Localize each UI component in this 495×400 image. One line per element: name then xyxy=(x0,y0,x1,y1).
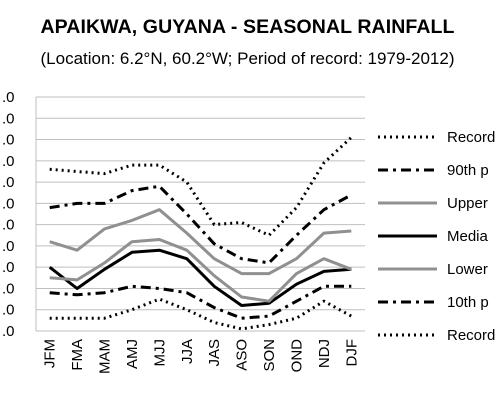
x-tick-label: SON xyxy=(261,339,278,372)
y-tick-label: .0 xyxy=(2,238,15,255)
x-tick-label: JAS xyxy=(206,339,223,367)
x-tick-label: ASO xyxy=(234,339,251,371)
x-tick-label: DJF xyxy=(343,339,360,367)
legend-label: 90th p xyxy=(447,162,489,179)
legend-label: 10th p xyxy=(447,294,489,311)
legend-label: Lower xyxy=(447,261,488,278)
x-tick-label: JFM xyxy=(42,339,59,368)
x-tick-label: JJA xyxy=(179,339,196,364)
y-axis-ticks: .0 .0 .0 .0 .0 .0 .0 .0 .0 .0 .0 .0 xyxy=(2,89,15,340)
y-tick-label: .0 xyxy=(2,195,15,212)
y-tick-label: .0 xyxy=(2,217,15,234)
series-line xyxy=(49,284,352,320)
series-line xyxy=(49,208,352,276)
series-line xyxy=(49,238,352,303)
series-line xyxy=(49,297,353,331)
series-line xyxy=(48,248,352,307)
x-tick-label: NDJ xyxy=(316,339,333,368)
y-tick-label: .0 xyxy=(2,153,15,170)
legend-label: Record xyxy=(447,327,495,344)
x-tick-label: FMA xyxy=(69,339,86,371)
chart-title: APAIKWA, GUYANA - SEASONAL RAINFALL xyxy=(40,16,455,38)
y-tick-label: .0 xyxy=(2,110,15,127)
series-line xyxy=(49,136,353,237)
y-tick-label: .0 xyxy=(2,280,15,297)
x-tick-label: AMJ xyxy=(124,339,141,369)
y-tick-label: .0 xyxy=(2,302,15,319)
legend-label: Record xyxy=(447,129,495,146)
y-tick-label: .0 xyxy=(2,132,15,149)
x-tick-label: MAM xyxy=(97,339,114,374)
gridlines xyxy=(35,96,365,332)
series-lines xyxy=(48,136,353,331)
y-tick-label: .0 xyxy=(2,259,15,276)
y-tick-label: .0 xyxy=(2,174,15,191)
series-line xyxy=(49,184,353,265)
y-tick-label: .0 xyxy=(2,89,15,106)
x-axis-categories: JFM FMA MAM AMJ MJJ JJA JAS ASO SON OND NDJ DJF xyxy=(42,339,361,374)
chart-subtitle: (Location: 6.2°N, 60.2°W; Period of reco… xyxy=(40,49,455,68)
y-tick-label: .0 xyxy=(2,323,15,340)
legend-label: Media xyxy=(447,228,489,245)
x-tick-label: MJJ xyxy=(151,339,168,367)
legend-label: Upper xyxy=(447,195,488,212)
x-tick-label: OND xyxy=(288,339,305,373)
legend: Record 90th p Upper Media Lower 10th p Record xyxy=(378,129,495,344)
